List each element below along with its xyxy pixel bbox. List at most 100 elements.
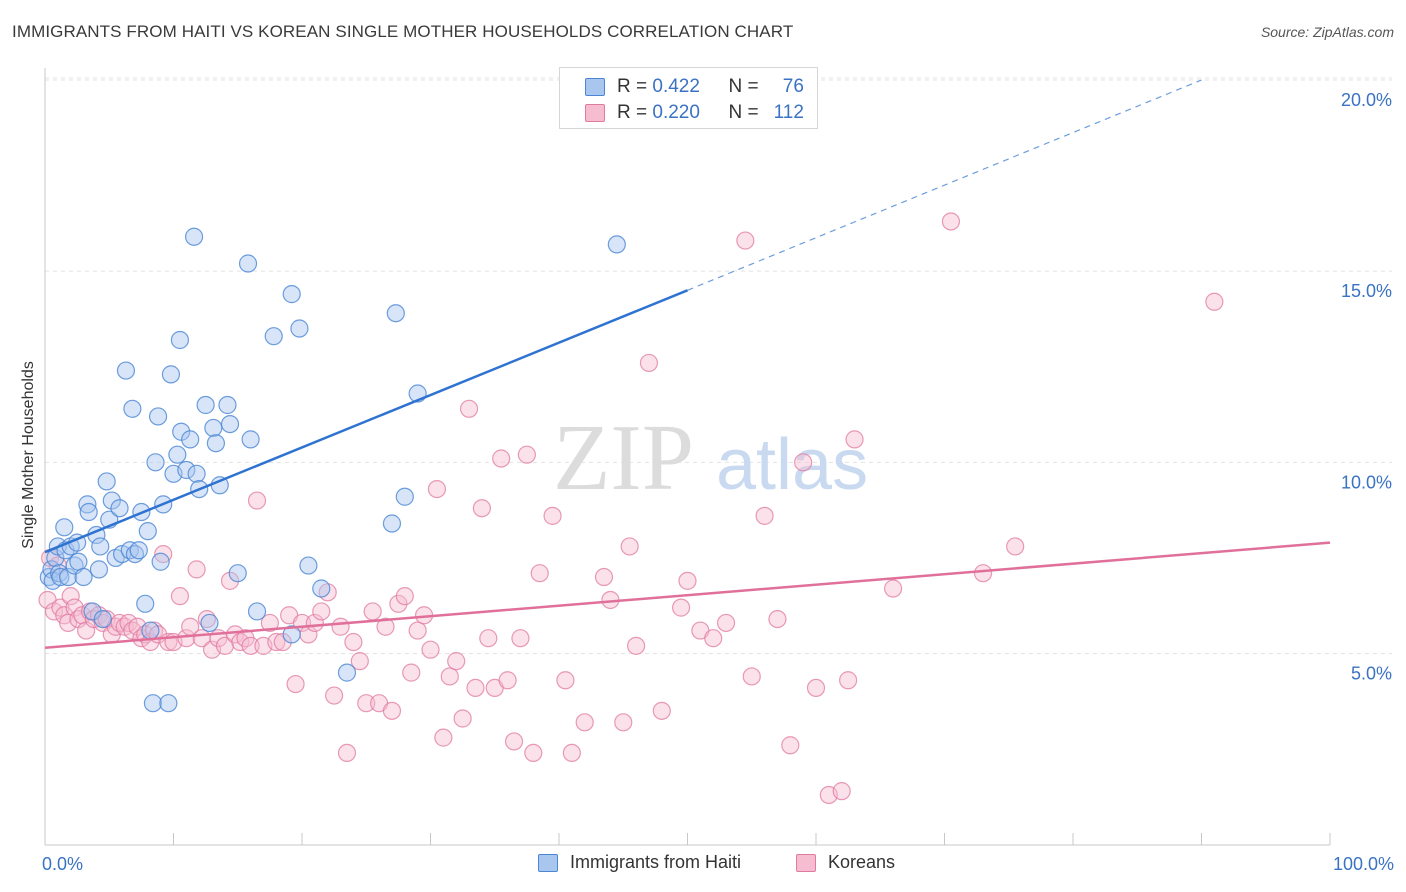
haiti-point bbox=[181, 430, 200, 449]
chart-title: IMMIGRANTS FROM HAITI VS KOREAN SINGLE M… bbox=[12, 22, 794, 41]
haiti-point bbox=[151, 552, 170, 571]
korean-point bbox=[1006, 537, 1025, 556]
haiti-point bbox=[228, 564, 247, 583]
korean-point bbox=[61, 587, 80, 606]
n-label: N = bbox=[728, 102, 759, 123]
haiti-point bbox=[218, 395, 237, 415]
korean-point bbox=[177, 629, 196, 648]
korean-point bbox=[614, 713, 633, 732]
haiti-point bbox=[382, 514, 402, 533]
haiti-point bbox=[129, 541, 148, 560]
korean-point bbox=[331, 617, 350, 636]
korean-point bbox=[479, 629, 498, 648]
korean-point bbox=[220, 571, 240, 590]
korean-point bbox=[382, 701, 402, 720]
haiti-point bbox=[138, 522, 157, 541]
korean-point bbox=[517, 445, 536, 464]
haiti-trend-extension bbox=[687, 79, 1202, 291]
korean-point bbox=[447, 652, 466, 671]
korean-point bbox=[459, 399, 479, 418]
korean-point bbox=[620, 537, 639, 556]
korean-point bbox=[492, 449, 511, 468]
haiti-point bbox=[204, 418, 223, 438]
r-label: R = bbox=[617, 76, 648, 97]
watermark: ZIP atlas bbox=[553, 406, 868, 510]
korean-point bbox=[402, 663, 421, 682]
korean-point bbox=[286, 674, 305, 694]
haiti-point bbox=[238, 254, 258, 273]
haiti-point bbox=[46, 548, 65, 568]
watermark-atlas: atlas bbox=[716, 425, 868, 505]
haiti-point bbox=[337, 663, 357, 682]
korean-point bbox=[337, 743, 357, 763]
korean-point bbox=[260, 613, 279, 633]
haiti-point bbox=[312, 579, 331, 598]
korean-trend-line bbox=[44, 541, 1331, 650]
watermark-zip: ZIP bbox=[553, 406, 694, 510]
haiti-point bbox=[89, 560, 109, 579]
korean-point bbox=[736, 231, 755, 250]
haiti-point bbox=[206, 434, 226, 453]
korean-point bbox=[247, 491, 267, 510]
korean-r-value: 0.220 bbox=[652, 102, 700, 123]
korean-point bbox=[768, 609, 787, 629]
korean-point bbox=[472, 499, 491, 518]
korean-point bbox=[511, 629, 530, 648]
haiti-point bbox=[247, 602, 267, 621]
korean-point bbox=[170, 587, 190, 606]
legend-text-haiti: R = 0.422 N = 76 bbox=[617, 76, 804, 98]
haiti-point bbox=[123, 399, 142, 418]
correlation-legend: R = 0.422 N = 76 R = 0.220 N = 112 bbox=[559, 67, 818, 129]
haiti-point bbox=[282, 625, 301, 644]
haiti-point bbox=[55, 518, 74, 537]
korean-point bbox=[626, 636, 646, 655]
korean-point bbox=[325, 686, 344, 705]
bottom-legend-korean: Koreans bbox=[796, 852, 895, 873]
korean-point bbox=[267, 632, 286, 652]
korean-point bbox=[941, 212, 961, 231]
x-tick-label: 100.0% bbox=[1333, 854, 1394, 874]
korean-point bbox=[408, 621, 427, 640]
korean-point bbox=[671, 598, 691, 617]
n-label: N = bbox=[728, 76, 759, 97]
korean-point bbox=[395, 587, 414, 606]
korean-point bbox=[504, 732, 524, 751]
korean-point bbox=[594, 567, 614, 587]
tick-labels: 5.0% 10.0% 15.0% 20.0% 0.0% 100.0% bbox=[42, 90, 1394, 874]
korean-point bbox=[530, 564, 549, 583]
x-tick-label: 0.0% bbox=[42, 854, 83, 874]
korean-legend-label: Koreans bbox=[828, 852, 896, 872]
korean-point bbox=[794, 453, 813, 472]
haiti-point bbox=[196, 395, 215, 415]
korean-point bbox=[357, 694, 376, 713]
haiti-point bbox=[607, 235, 626, 254]
r-label: R = bbox=[617, 102, 648, 123]
y-tick-label: 5.0% bbox=[1351, 664, 1392, 684]
korean-point bbox=[704, 629, 723, 648]
korean-point bbox=[498, 671, 517, 690]
haiti-point bbox=[159, 694, 178, 713]
haiti-point bbox=[187, 464, 206, 483]
korean-point bbox=[973, 564, 993, 583]
korean-point bbox=[187, 560, 206, 579]
korean-point bbox=[65, 598, 84, 617]
korean-point bbox=[543, 506, 562, 525]
haiti-point bbox=[177, 460, 196, 480]
haiti-point bbox=[241, 430, 260, 449]
legend-text-korean: R = 0.220 N = 112 bbox=[617, 102, 804, 124]
korean-point bbox=[781, 736, 800, 755]
korean-point bbox=[241, 636, 260, 655]
haiti-point bbox=[220, 415, 240, 434]
korean-point bbox=[1205, 292, 1224, 311]
haiti-point bbox=[282, 285, 301, 304]
korean-point bbox=[562, 743, 581, 763]
korean-point bbox=[742, 667, 761, 686]
source-credit: Source: ZipAtlas.com bbox=[1260, 24, 1394, 40]
haiti-point bbox=[91, 537, 110, 556]
haiti-point bbox=[79, 502, 98, 522]
korean-swatch bbox=[585, 104, 605, 122]
korean-point bbox=[421, 640, 440, 659]
korean-point bbox=[678, 571, 697, 590]
haiti-point bbox=[161, 365, 181, 384]
